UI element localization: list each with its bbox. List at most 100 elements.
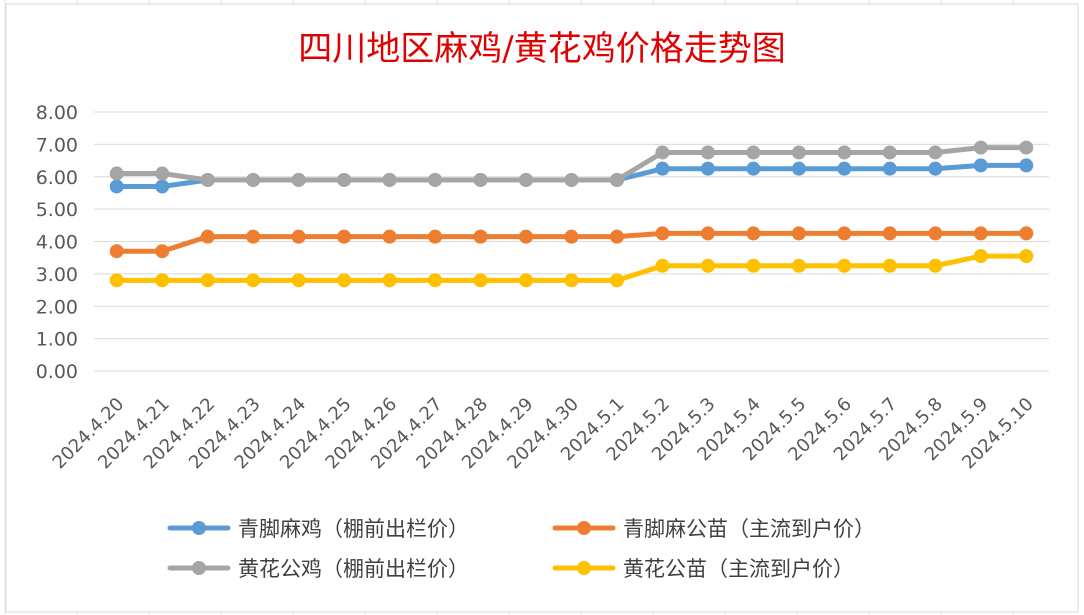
data-point — [882, 161, 897, 176]
data-point — [700, 145, 715, 160]
y-tick-label: 4.00 — [36, 232, 78, 254]
data-point — [746, 226, 761, 241]
data-point — [928, 258, 943, 273]
data-point — [700, 226, 715, 241]
data-point — [109, 273, 124, 288]
y-tick-label: 8.00 — [36, 102, 78, 124]
data-point — [382, 172, 397, 187]
data-point — [837, 145, 852, 160]
data-point — [791, 145, 806, 160]
data-point — [246, 273, 261, 288]
data-point — [109, 244, 124, 259]
data-point — [564, 229, 579, 244]
data-point — [428, 273, 443, 288]
data-point — [791, 161, 806, 176]
series-1 — [109, 226, 1034, 259]
data-point — [200, 229, 215, 244]
data-point — [200, 273, 215, 288]
data-point — [655, 145, 670, 160]
legend-marker — [192, 521, 206, 535]
y-tick-label: 6.00 — [36, 167, 78, 189]
data-point — [1019, 140, 1034, 155]
y-tick-label: 1.00 — [36, 329, 78, 351]
data-point — [973, 226, 988, 241]
data-point — [928, 161, 943, 176]
y-tick-label: 0.00 — [36, 361, 78, 383]
legend-marker — [577, 561, 591, 575]
y-tick-label: 7.00 — [36, 134, 78, 156]
data-point — [337, 229, 352, 244]
data-point — [564, 172, 579, 187]
data-point — [882, 258, 897, 273]
legend-label: 青脚麻鸡（棚前出栏价） — [238, 517, 469, 541]
data-point — [700, 258, 715, 273]
y-tick-label: 3.00 — [36, 264, 78, 286]
data-point — [337, 273, 352, 288]
legend-label: 青脚麻公苗（主流到户价） — [623, 517, 875, 541]
data-point — [291, 229, 306, 244]
chart-area-border — [5, 3, 1079, 613]
data-point — [928, 145, 943, 160]
series-3 — [109, 249, 1034, 288]
data-point — [473, 172, 488, 187]
data-point — [291, 172, 306, 187]
data-point — [291, 273, 306, 288]
data-point — [155, 244, 170, 259]
data-point — [837, 258, 852, 273]
data-point — [337, 172, 352, 187]
y-axis: 0.00 1.00 2.00 3.00 4.00 5.00 6.00 7.00 8.00 — [36, 102, 78, 383]
data-point — [200, 172, 215, 187]
legend-marker — [577, 521, 591, 535]
legend-label: 黄花公鸡（棚前出栏价） — [238, 557, 469, 581]
series-2 — [109, 140, 1034, 187]
data-point — [700, 161, 715, 176]
legend-item: 黄花公苗（主流到户价） — [552, 557, 854, 581]
data-point — [519, 229, 534, 244]
data-point — [473, 273, 488, 288]
data-point — [655, 226, 670, 241]
data-point — [746, 145, 761, 160]
data-point — [564, 273, 579, 288]
data-point — [973, 140, 988, 155]
legend: 青脚麻鸡（棚前出栏价） 青脚麻公苗（主流到户价） 黄花公鸡（棚前出栏价） 黄花公苗（主… — [167, 517, 875, 581]
data-point — [428, 172, 443, 187]
data-point — [837, 226, 852, 241]
data-point — [882, 145, 897, 160]
y-tick-label: 2.00 — [36, 296, 78, 318]
legend-label: 黄花公苗（主流到户价） — [623, 557, 854, 581]
legend-item: 黄花公鸡（棚前出栏价） — [167, 557, 469, 581]
chart-title: 四川地区麻鸡/黄花鸡价格走势图 — [298, 29, 785, 69]
series-layer — [109, 140, 1034, 288]
data-point — [519, 273, 534, 288]
data-point — [791, 258, 806, 273]
data-point — [837, 161, 852, 176]
data-point — [928, 226, 943, 241]
data-point — [246, 172, 261, 187]
data-point — [655, 161, 670, 176]
data-point — [155, 179, 170, 194]
data-point — [473, 229, 488, 244]
data-point — [609, 229, 624, 244]
data-point — [109, 166, 124, 181]
data-point — [655, 258, 670, 273]
data-point — [155, 273, 170, 288]
data-point — [246, 229, 261, 244]
data-point — [973, 158, 988, 173]
data-point — [1019, 249, 1034, 264]
y-tick-label: 5.00 — [36, 199, 78, 221]
legend-item: 青脚麻鸡（棚前出栏价） — [167, 517, 469, 541]
data-point — [609, 273, 624, 288]
data-point — [609, 172, 624, 187]
legend-item: 青脚麻公苗（主流到户价） — [552, 517, 875, 541]
data-point — [1019, 226, 1034, 241]
data-point — [519, 172, 534, 187]
data-point — [746, 258, 761, 273]
legend-marker — [192, 561, 206, 575]
data-point — [382, 229, 397, 244]
data-point — [109, 179, 124, 194]
data-point — [746, 161, 761, 176]
data-point — [382, 273, 397, 288]
data-point — [791, 226, 806, 241]
data-point — [1019, 158, 1034, 173]
